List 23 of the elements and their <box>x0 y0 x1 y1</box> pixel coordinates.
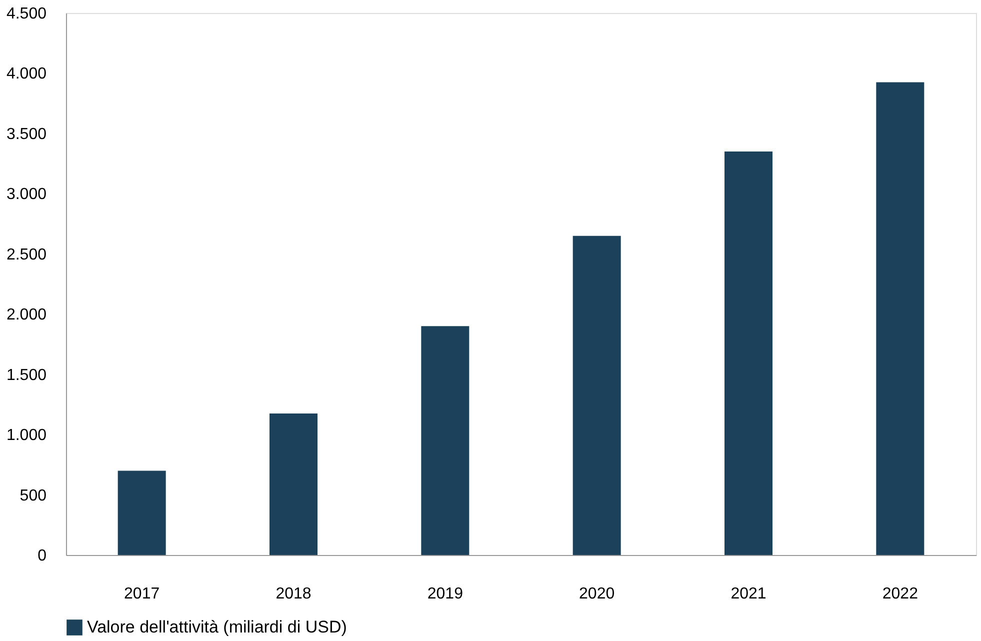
y-tick-label: 4.000 <box>6 66 47 83</box>
bar <box>421 326 470 555</box>
x-tick-label: 2017 <box>124 586 160 602</box>
bar <box>572 236 621 555</box>
y-tick-label: 1.000 <box>6 427 47 444</box>
bar <box>724 152 772 555</box>
y-tick-label: 1.500 <box>6 366 47 384</box>
bar <box>876 82 924 555</box>
x-tick-label: 2022 <box>882 586 918 602</box>
bar <box>270 413 318 555</box>
x-tick-label: 2018 <box>276 586 312 602</box>
y-tick-label: 3.000 <box>6 186 47 204</box>
legend-label: Valore dell'attività (miliardi di USD) <box>87 618 347 636</box>
y-tick-label: 500 <box>20 487 47 504</box>
y-tick-label: 2.000 <box>6 306 47 324</box>
x-tick-label: 2021 <box>730 586 766 602</box>
x-tick-label: 2020 <box>579 586 615 602</box>
y-tick-label: 3.500 <box>6 126 47 143</box>
y-tick-label: 2.500 <box>6 246 47 264</box>
y-tick-label: 0 <box>38 548 47 564</box>
bar <box>118 470 166 555</box>
x-tick-label: 2019 <box>427 586 464 602</box>
y-tick-label: 4.500 <box>6 6 47 22</box>
